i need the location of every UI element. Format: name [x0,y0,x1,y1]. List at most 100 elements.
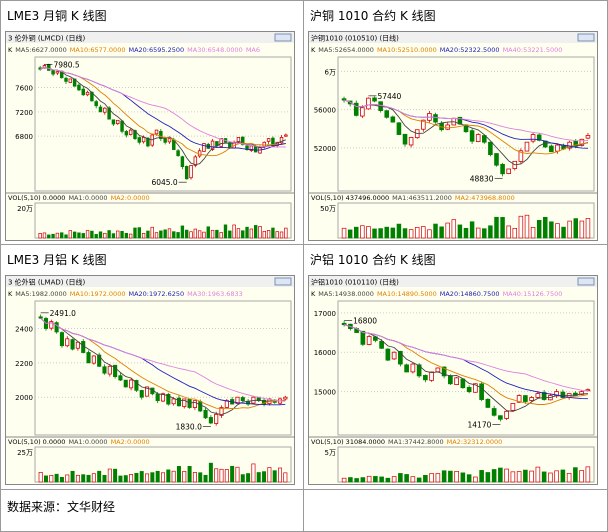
candle-body [128,129,133,135]
candle-body [103,107,107,113]
candle-body [189,165,193,179]
panel-shfe-aluminium: 沪铝 1010 合约 K 线图 沪铝1010 (010110) (日线) K MA5… [303,244,608,490]
candle-body [70,339,75,350]
candle-body [129,379,134,389]
volume-bar [128,233,133,239]
candle-body [47,64,51,71]
volume-bar [262,471,267,483]
volume-bar [555,223,560,239]
volume-bar [473,476,478,483]
price-plot-area [337,56,595,192]
candle-body [262,141,267,147]
kline-svg: 3 伦外铜 (LMCD) (日线) K MA5:6627.0000 MA10:6577… [5,31,295,241]
candle-body [65,338,70,347]
candle-body [485,398,491,408]
ma-legend-item: MA10:52510.0000 [377,46,437,54]
volume-bar [171,470,176,483]
volume-legend-item: VOL(5,10) 31084.0000 [311,438,385,446]
volume-bar [230,465,235,483]
candle-body [379,340,384,349]
volume-bar [561,226,566,239]
volume-bar [567,220,572,239]
candle-body [118,375,123,381]
candle-body [385,348,391,361]
candle-body [524,141,530,152]
ma5-line [343,324,588,412]
volume-bar [266,230,271,239]
volume-bar [246,473,251,483]
volume-bar [518,215,524,239]
low-label: 6045.0 [151,178,177,187]
candle-body [224,400,229,408]
candle-body [535,393,541,398]
candle-body [408,137,414,146]
window-titlebar [309,276,597,287]
footer-empty-cell [303,489,608,532]
volume-bar [448,470,453,483]
volume-bar [193,228,198,239]
candle-body [137,137,142,143]
volume-bar [398,473,403,483]
candle-body [59,332,64,347]
candle-body [398,351,403,365]
candle-body [120,120,124,132]
candle-body [360,107,365,117]
ma-legend-item: MA10:14890.5000 [377,290,437,298]
volume-bar [102,474,107,483]
volume-bar [543,216,548,239]
volume-bar [123,475,128,483]
candle-body [154,129,159,135]
candle-body [454,377,459,386]
candle-body [107,365,112,375]
candle-body [77,84,81,91]
candle-body [171,398,176,405]
volume-legend-item: MA1:463511.2000 [392,194,452,202]
volume-bar [485,472,491,483]
candle-body [529,397,534,401]
candle-body [102,366,107,374]
candle-body [111,119,116,125]
volume-bar [258,225,262,239]
candle-body [390,116,396,123]
candle-body [283,396,288,400]
data-source-text: 数据来源：文华财经 [7,500,116,514]
candle-body [433,114,438,123]
kline-chart: 3 伦外铜 (LMCD) (日线) K MA5:6627.0000 MA10:6577… [5,31,295,241]
y-tick-label: 17000 [314,310,336,318]
volume-bar [38,471,43,483]
y-tick-label: 6万 [325,68,336,76]
candle-body [64,77,68,82]
volume-bar [42,232,47,239]
volume-bar [150,472,155,483]
volume-bar [51,233,55,239]
volume-bar [341,227,347,239]
price-plot-area [34,56,292,192]
candle-body [460,378,466,389]
volume-legend: VOL(5,10) 0.0000 MA1:0.0000 MA2:0.0000 [8,194,150,202]
volume-bar [65,474,70,483]
volume-bar [360,225,365,239]
candle-body [68,78,73,83]
candle-body [429,371,434,381]
chart-frame [5,275,295,485]
volume-bar [203,474,208,483]
candle-body [479,383,484,400]
volume-bar [68,230,73,239]
volume-bar [491,469,497,483]
candle-body [241,136,245,146]
volume-bar [275,231,279,239]
volume-bar [454,471,459,483]
volume-bar [529,470,534,483]
volume-bar [240,474,245,483]
volume-bar [54,473,59,483]
volume-bar [167,228,172,239]
candle-body [266,138,271,142]
volume-bar [154,232,159,239]
candle-body [366,336,372,345]
candle-body [421,119,426,130]
ma-legend-item: K [311,46,316,54]
window-menu-icon [274,277,292,286]
volume-bar [187,466,192,483]
candle-body [341,98,347,101]
ma-legend-item: MA40:53221.5000 [503,46,563,54]
